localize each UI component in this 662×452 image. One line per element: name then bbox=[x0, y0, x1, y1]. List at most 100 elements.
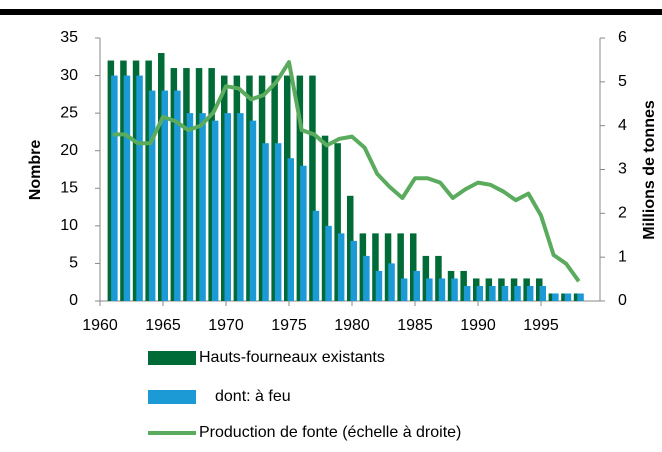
bar bbox=[510, 278, 518, 301]
bar bbox=[347, 195, 354, 301]
bar bbox=[552, 293, 559, 301]
bar bbox=[120, 60, 127, 301]
bar bbox=[111, 75, 118, 301]
y2-tick-label: 5 bbox=[618, 73, 627, 90]
y-tick-label: 10 bbox=[60, 217, 78, 234]
bar bbox=[372, 233, 379, 301]
bar bbox=[221, 75, 228, 301]
bar bbox=[334, 143, 341, 301]
bar bbox=[397, 233, 404, 301]
bar bbox=[526, 285, 534, 301]
bar bbox=[161, 90, 168, 301]
bar bbox=[262, 143, 269, 301]
bar bbox=[211, 120, 219, 302]
y2-tick-label: 3 bbox=[618, 161, 627, 178]
bar bbox=[561, 293, 568, 301]
legend-swatch bbox=[148, 390, 196, 404]
y-tick-label: 30 bbox=[60, 67, 78, 84]
bar bbox=[199, 113, 206, 302]
bar bbox=[136, 75, 143, 301]
bar bbox=[564, 293, 572, 301]
bar bbox=[258, 75, 266, 301]
bar bbox=[400, 278, 408, 301]
bar bbox=[158, 53, 165, 302]
bar bbox=[183, 68, 190, 301]
bar bbox=[195, 68, 203, 301]
x-tick-label: 1985 bbox=[397, 317, 433, 334]
bar bbox=[413, 270, 420, 301]
legend-label: Production de fonte (échelle à droite) bbox=[199, 424, 461, 441]
bar bbox=[384, 233, 392, 301]
bar bbox=[489, 285, 496, 301]
bar bbox=[224, 113, 231, 302]
y-tick-label: 25 bbox=[60, 104, 78, 121]
x-tick-label: 1990 bbox=[460, 317, 496, 334]
bar bbox=[148, 90, 156, 301]
top-rule bbox=[0, 9, 662, 15]
bar bbox=[460, 270, 467, 301]
bar bbox=[359, 233, 367, 301]
bar bbox=[363, 255, 370, 301]
bar bbox=[208, 68, 215, 301]
y2-tick-label: 0 bbox=[618, 292, 627, 309]
bar bbox=[271, 75, 278, 301]
bar bbox=[296, 75, 304, 301]
y2-tick-label: 6 bbox=[618, 29, 627, 46]
bar bbox=[107, 60, 115, 301]
y2-tick-label: 2 bbox=[618, 205, 627, 222]
bar bbox=[249, 120, 257, 302]
bar bbox=[438, 278, 446, 301]
bar bbox=[174, 90, 181, 301]
bar bbox=[123, 75, 131, 301]
bar bbox=[309, 75, 316, 301]
bar bbox=[145, 60, 152, 301]
bar bbox=[284, 75, 291, 301]
x-tick-label: 1965 bbox=[145, 317, 181, 334]
bar bbox=[473, 278, 480, 301]
bar bbox=[350, 240, 357, 301]
bar bbox=[246, 75, 253, 301]
legend-label: dont: à feu bbox=[215, 388, 291, 405]
y2-axis-title: Millions de tonnes bbox=[641, 100, 658, 240]
bar bbox=[501, 285, 509, 301]
bar bbox=[548, 293, 556, 301]
bar bbox=[132, 60, 140, 301]
bar bbox=[186, 113, 194, 302]
bar bbox=[476, 285, 483, 301]
y-tick-label: 20 bbox=[60, 142, 78, 159]
y-tick-label: 5 bbox=[69, 255, 78, 272]
bar bbox=[325, 225, 332, 301]
bar bbox=[498, 278, 505, 301]
bar bbox=[435, 255, 442, 301]
x-tick-label: 1995 bbox=[523, 317, 559, 334]
bar bbox=[410, 233, 417, 301]
bar bbox=[514, 285, 521, 301]
bar bbox=[422, 255, 430, 301]
line bbox=[112, 60, 581, 283]
bar bbox=[321, 135, 329, 301]
bar bbox=[312, 210, 320, 301]
bar bbox=[388, 263, 395, 301]
bar bbox=[485, 278, 493, 301]
y2-tick-label: 4 bbox=[618, 117, 627, 134]
bar bbox=[375, 270, 383, 301]
bar bbox=[426, 278, 433, 301]
bar bbox=[170, 68, 178, 301]
bar bbox=[337, 233, 345, 301]
bar bbox=[287, 158, 294, 301]
bar bbox=[577, 293, 584, 301]
bar bbox=[300, 165, 307, 301]
bar bbox=[523, 278, 530, 301]
bar bbox=[463, 285, 471, 301]
x-tick-label: 1980 bbox=[334, 317, 370, 334]
bar bbox=[451, 278, 458, 301]
bar bbox=[237, 113, 244, 302]
bar bbox=[539, 285, 546, 301]
y-tick-label: 15 bbox=[60, 180, 78, 197]
x-tick-label: 1975 bbox=[271, 317, 307, 334]
y2-tick-label: 1 bbox=[618, 248, 627, 265]
legend-swatch bbox=[148, 351, 196, 365]
legend-label: Hauts-fourneaux existants bbox=[199, 349, 385, 366]
bar bbox=[536, 278, 543, 301]
